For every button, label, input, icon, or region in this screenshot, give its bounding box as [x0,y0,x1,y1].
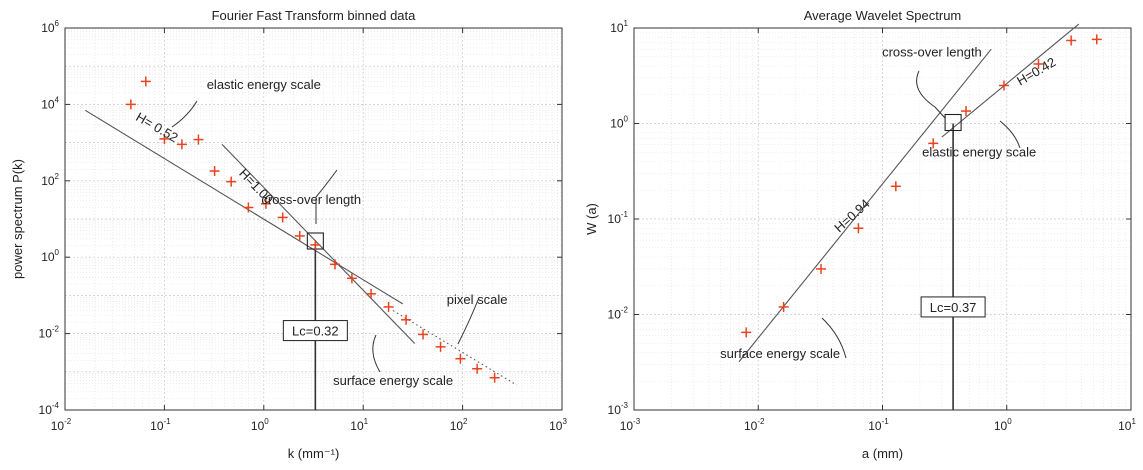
data-point [890,181,901,192]
data-point [489,372,500,383]
chart-fft: 10-2 10-1 100 101 102 10310-410-2100102104106… [10,8,567,461]
data-point [193,134,204,145]
data-point [1033,58,1044,69]
y-tick-label: 104 [41,95,59,111]
fit-line [221,143,416,344]
data-point [455,353,466,364]
data-point [346,273,357,284]
x-axis-label: a (mm) [862,446,903,461]
annotation-text: surface energy scale [333,373,453,388]
plot-border [64,27,563,411]
data-points [741,34,1102,338]
y-tick-label: 106 [41,19,59,35]
data-point [159,133,170,144]
axis-ticks: 10-3 10-2 10-1 100 101 10-3 10-2 10-1 100 101 [608,19,1137,433]
crossover-label-box [282,320,348,342]
annotation-text: cross-over length [261,192,361,207]
y-axis-label: W (a) [584,203,599,235]
data-point [383,301,394,312]
crossover-label-box [920,296,986,318]
data-point [329,259,340,270]
leader-curve [999,120,1021,149]
data-point [294,230,305,241]
data-point [226,176,237,187]
x-tick-label: 10-2 [744,417,765,433]
y-tick-label: 10-4 [39,401,60,417]
data-point [418,329,429,340]
x-tick-label: 101 [1118,417,1136,433]
data-point [125,99,136,110]
x-tick-label: 10-2 [51,417,72,433]
leader-curve [315,169,338,224]
fit-line [392,310,517,386]
data-point [260,198,271,209]
fit-line [941,23,1080,138]
crossover-label: Lc=0.37 [930,300,977,315]
grid [65,28,562,410]
leader-curve [457,299,479,345]
data-point [741,327,752,338]
y-tick-label: 10-2 [608,306,629,322]
data-point [853,223,864,234]
y-tick-label: 10-3 [608,401,629,417]
y-tick-label: 10-1 [608,210,629,226]
data-point [435,341,446,352]
data-point [472,363,483,374]
x-tick-label: 10-1 [868,417,889,433]
data-point [366,288,377,299]
x-tick-label: 10-3 [620,417,641,433]
data-point [140,76,151,87]
y-tick-label: 100 [610,115,628,131]
x-tick-label: 10-1 [150,417,171,433]
annotation-text: elastic energy scale [207,77,321,92]
x-tick-label: 100 [994,417,1012,433]
data-point [310,239,321,250]
leader-curve [821,317,847,359]
data-point [928,138,939,149]
annotation-text: elastic energy scale [922,145,1036,160]
chart-title: Fourier Fast Transform binned data [212,8,417,23]
x-tick-label: 100 [251,417,269,433]
x-tick-label: 101 [350,417,368,433]
leader-curve [372,334,381,373]
annotation-text: surface energy scale [720,346,840,361]
data-point [277,212,288,223]
data-point [778,301,789,312]
chart-wavelet: 10-3 10-2 10-1 100 101 10-3 10-2 10-1 100 101 Aver… [584,8,1136,461]
data-point [176,139,187,150]
leader-curve [916,70,946,119]
y-tick-label: 102 [41,172,59,188]
crossover-marker-box [944,113,962,132]
data-point [998,80,1009,91]
x-tick-label: 102 [450,417,468,433]
data-point [961,106,972,117]
data-point [1066,35,1077,46]
x-axis-label: k (mm⁻¹) [288,446,340,461]
data-point [1091,34,1102,45]
fit-lines [738,23,1080,363]
y-tick-label: 10-2 [39,325,60,341]
y-axis-label: power spectrum P(k) [10,159,25,279]
data-point [401,314,412,325]
annotation-text: cross-over length [882,45,982,60]
x-tick-label: 103 [549,417,567,433]
data-point [243,202,254,213]
data-point [816,263,827,274]
data-points [125,76,500,383]
fit-line [738,48,992,363]
leader-curve [171,100,198,128]
data-point [209,166,220,177]
grid [634,28,1131,410]
y-tick-label: 100 [41,248,59,264]
crossover-label: Lc=0.32 [292,324,339,339]
annotation-text: pixel scale [447,292,508,307]
chart-title: Average Wavelet Spectrum [804,8,962,23]
y-tick-label: 101 [610,19,628,35]
